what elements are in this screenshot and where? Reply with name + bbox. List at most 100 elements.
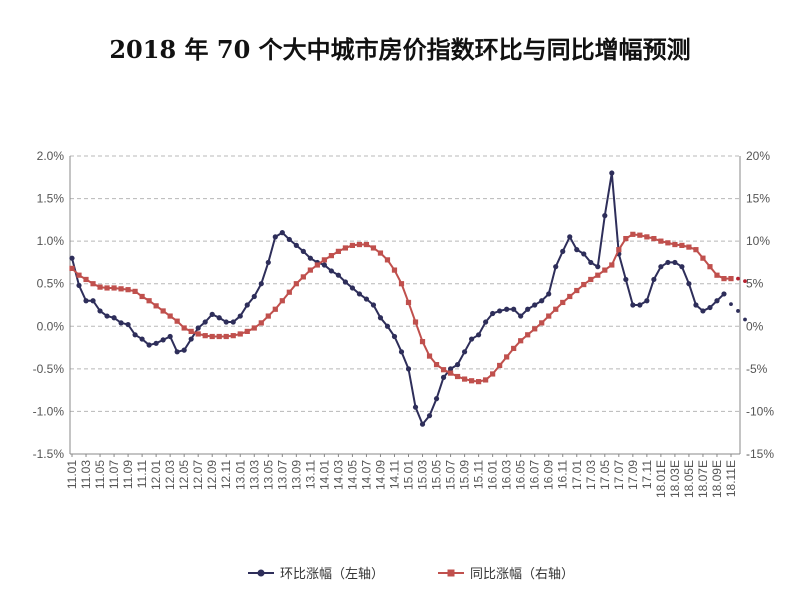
data-point: [679, 242, 685, 248]
data-point: [714, 272, 720, 278]
data-point: [125, 287, 131, 293]
x-tick-label: 18.09E: [710, 460, 724, 498]
x-tick-label: 17.03: [584, 460, 598, 490]
right-tick-label: 20%: [746, 149, 770, 163]
x-tick-label: 16.07: [528, 460, 542, 490]
data-point: [111, 315, 117, 321]
x-tick-label: 12.03: [163, 460, 177, 490]
x-tick-label: 13.11: [303, 460, 317, 489]
x-tick-label: 16.05: [514, 460, 528, 490]
data-point: [511, 345, 517, 352]
forecast-point: [736, 276, 740, 281]
forecast-point: [736, 309, 740, 313]
data-point: [174, 349, 180, 355]
data-point: [398, 281, 405, 287]
data-point: [132, 288, 138, 294]
left-tick-label: 0.0%: [37, 319, 65, 333]
data-point: [167, 333, 173, 340]
left-tick-label: 1.0%: [37, 234, 65, 248]
data-point: [637, 302, 643, 308]
data-point: [188, 328, 194, 334]
right-tick-label: 5%: [746, 277, 764, 291]
data-point: [363, 296, 370, 302]
x-tick-label: 11.01: [65, 460, 79, 489]
data-point: [293, 242, 299, 248]
data-point: [609, 262, 615, 268]
x-tick-label: 13.03: [247, 460, 261, 490]
data-point: [356, 241, 363, 248]
data-point: [286, 289, 292, 295]
data-point: [637, 232, 643, 238]
data-point: [265, 259, 271, 266]
left-tick-label: -0.5%: [33, 362, 65, 376]
x-tick-label: 15.01: [402, 460, 416, 490]
data-point: [497, 308, 503, 314]
data-point: [426, 353, 433, 359]
x-tick-label: 18.01E: [654, 460, 668, 498]
data-point: [651, 276, 657, 283]
data-point: [202, 333, 208, 339]
data-point: [490, 371, 496, 377]
data-point: [188, 336, 194, 342]
data-point: [272, 306, 278, 312]
data-point: [644, 234, 650, 240]
left-tick-label: -1.0%: [33, 404, 65, 418]
left-tick-label: 2.0%: [37, 149, 65, 163]
data-point: [300, 248, 306, 254]
right-tick-label: -10%: [746, 404, 774, 418]
data-point: [469, 378, 475, 384]
data-point: [504, 354, 510, 360]
data-point: [679, 264, 685, 270]
x-tick-label: 12.11: [219, 460, 233, 489]
series-line: [71, 172, 725, 427]
legend-item: 环比涨幅（左轴）: [248, 567, 384, 582]
data-point: [483, 377, 489, 383]
data-point: [440, 374, 447, 380]
data-point: [118, 286, 124, 292]
data-point: [665, 240, 671, 246]
data-point: [539, 298, 545, 304]
data-point: [160, 308, 166, 314]
data-point: [335, 248, 341, 254]
legend-label: 同比涨幅（右轴）: [470, 567, 574, 582]
data-point: [377, 250, 384, 256]
data-point: [83, 298, 89, 304]
data-point: [658, 264, 664, 270]
x-tick-label: 17.01: [570, 460, 584, 490]
data-point: [167, 313, 173, 319]
data-point: [209, 311, 215, 317]
data-point: [707, 304, 713, 311]
data-point: [447, 370, 454, 376]
series-mom: [69, 170, 747, 427]
data-point: [595, 272, 601, 278]
right-tick-label: 15%: [746, 192, 770, 206]
data-point: [447, 366, 454, 372]
data-point: [97, 284, 103, 290]
data-point: [405, 366, 412, 372]
x-tick-label: 14.05: [345, 460, 359, 490]
x-tick-label: 17.07: [612, 460, 626, 490]
right-axis-ticks: 20% 15% 10% 5% 0% -5% -10% -15%: [746, 149, 774, 461]
right-tick-label: 0%: [746, 319, 764, 333]
data-point: [314, 262, 320, 268]
x-tick-label: 14.03: [331, 460, 345, 490]
data-point: [216, 333, 222, 340]
right-tick-label: 10%: [746, 234, 770, 248]
data-point: [195, 325, 201, 331]
data-point: [104, 313, 110, 319]
data-point: [111, 285, 117, 291]
data-point: [602, 267, 608, 273]
data-point: [139, 336, 145, 342]
x-tick-label: 18.07E: [696, 460, 710, 498]
data-point: [581, 281, 587, 288]
data-point: [454, 373, 461, 380]
data-point: [342, 245, 349, 251]
data-point: [328, 268, 334, 274]
x-tick-label: 14.01: [317, 460, 331, 490]
data-point: [370, 302, 377, 308]
data-point: [146, 342, 152, 348]
series-line: [71, 233, 731, 383]
x-tick-label: 11.11: [135, 460, 149, 489]
data-point: [76, 282, 82, 289]
data-point: [153, 340, 159, 346]
